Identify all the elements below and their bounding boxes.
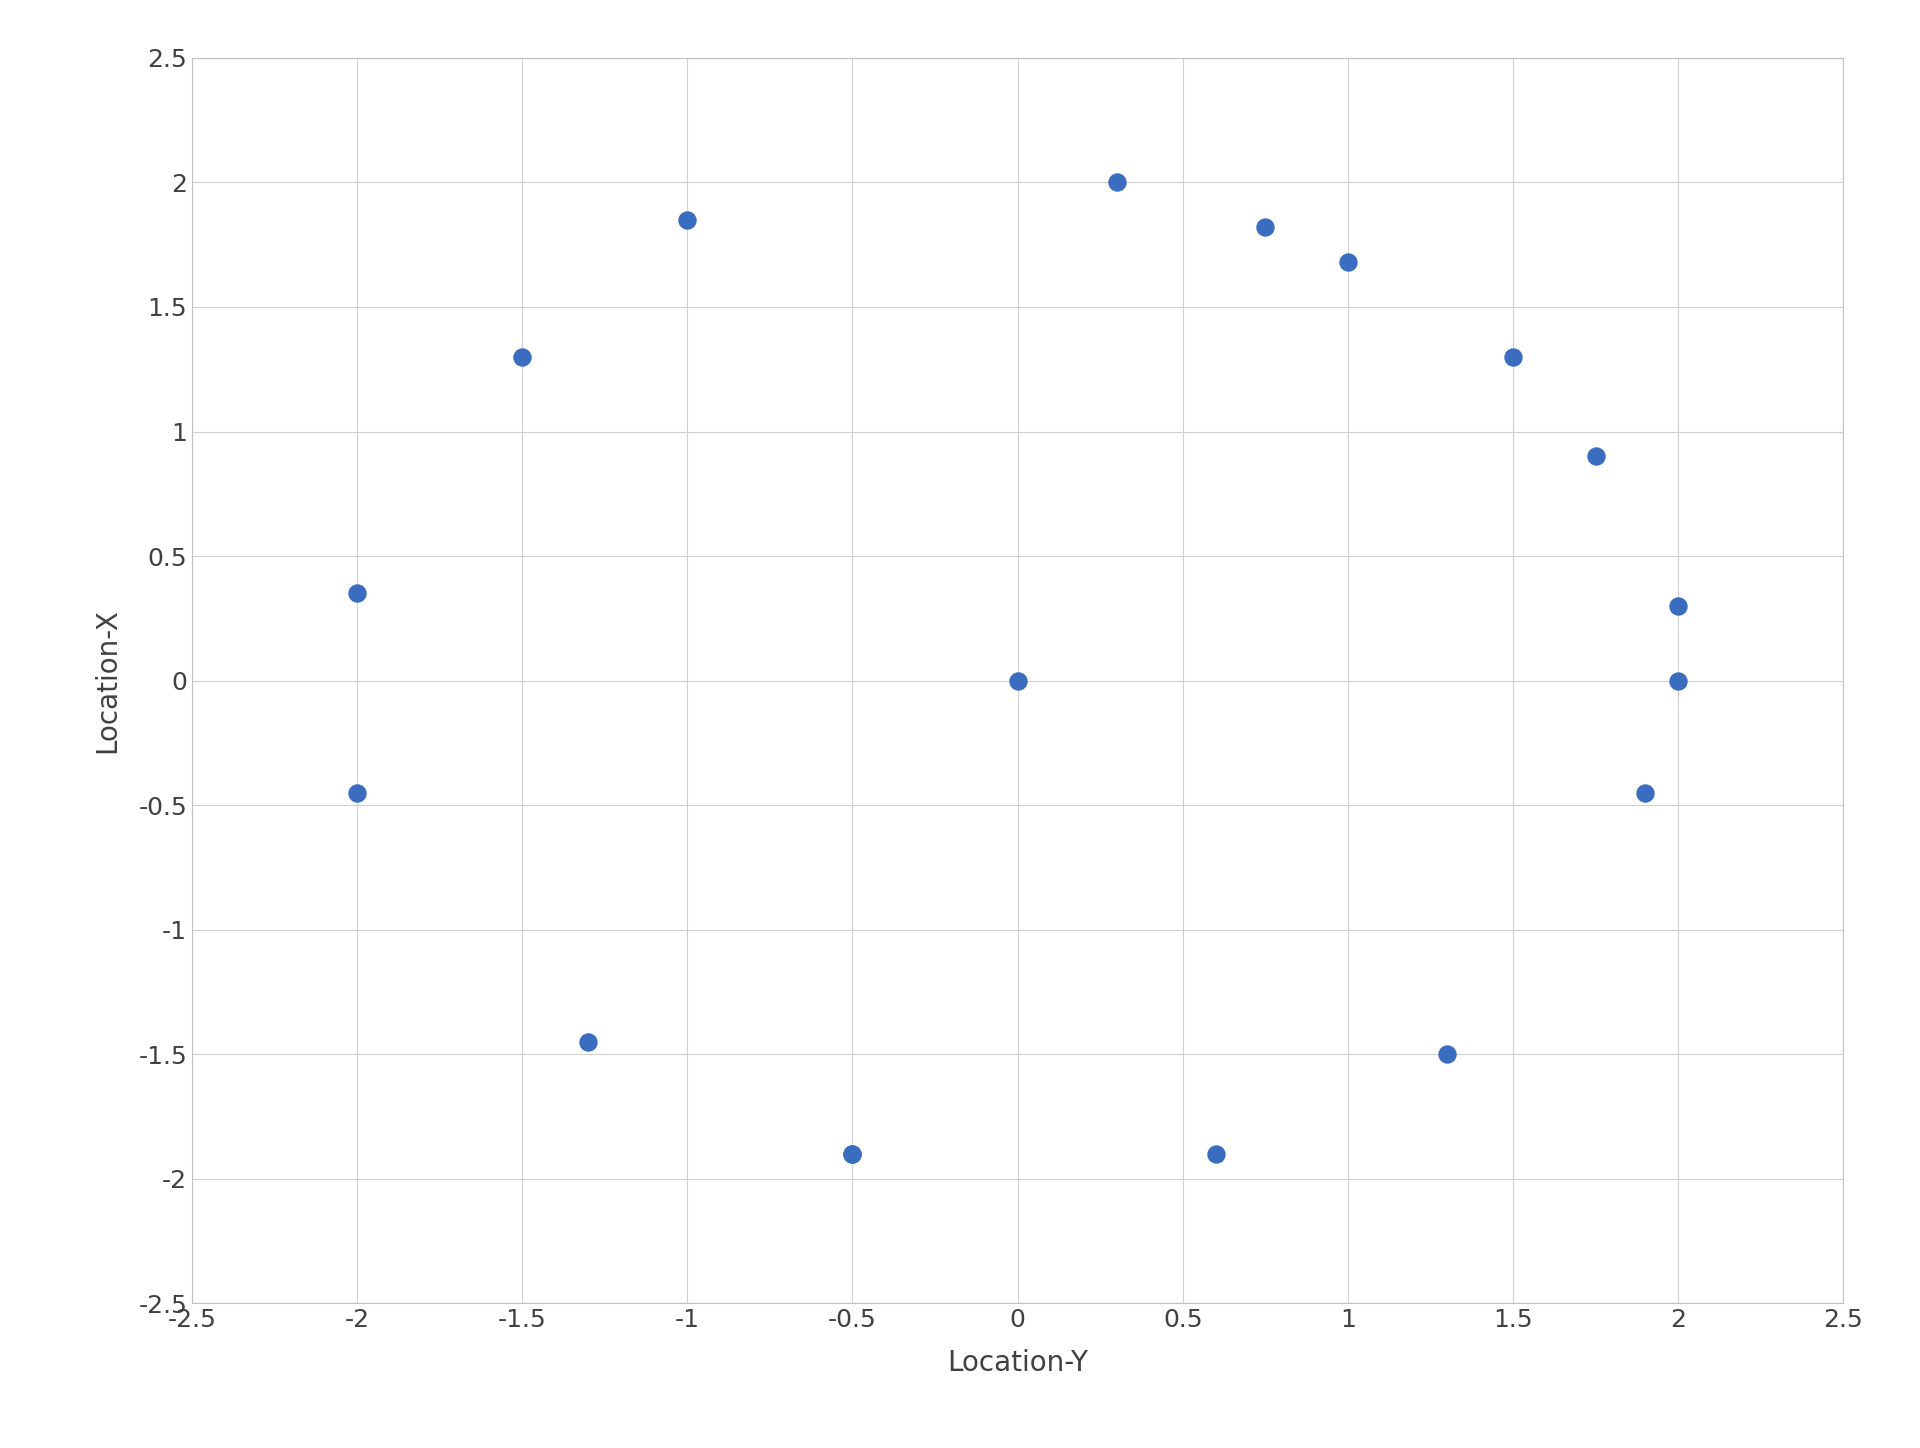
Point bbox=[1200, 1142, 1231, 1166]
Point bbox=[1663, 669, 1693, 692]
Point bbox=[837, 1142, 868, 1166]
Point bbox=[1002, 669, 1033, 692]
X-axis label: Location-Y: Location-Y bbox=[947, 1348, 1089, 1377]
Point bbox=[1250, 216, 1281, 239]
Point bbox=[572, 1030, 603, 1053]
Point bbox=[837, 1142, 868, 1166]
Point bbox=[342, 582, 372, 605]
Point bbox=[507, 345, 538, 368]
Point bbox=[1332, 251, 1363, 274]
Point bbox=[1580, 445, 1611, 468]
Point bbox=[1498, 345, 1528, 368]
Point bbox=[1663, 594, 1693, 617]
Point bbox=[342, 780, 372, 804]
Point bbox=[1102, 171, 1133, 194]
Point bbox=[1630, 780, 1661, 804]
Y-axis label: Location-X: Location-X bbox=[94, 608, 121, 753]
Point bbox=[672, 209, 703, 232]
Point bbox=[1432, 1043, 1463, 1066]
